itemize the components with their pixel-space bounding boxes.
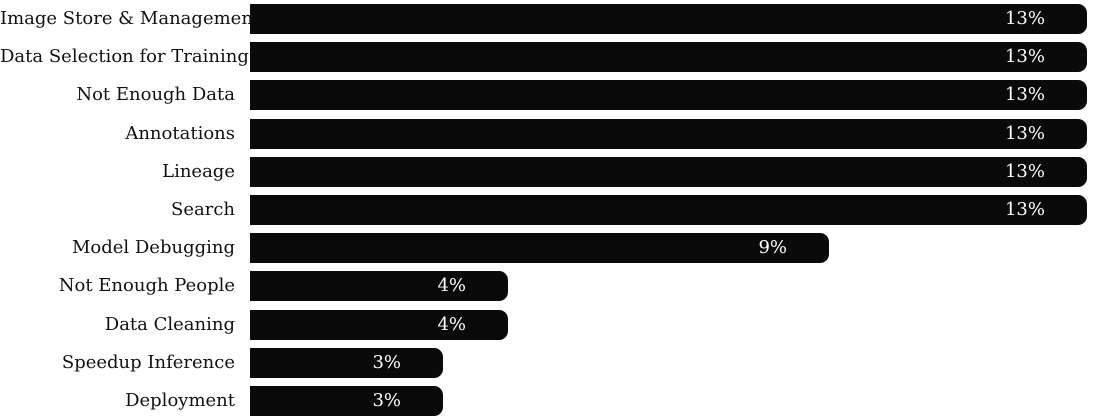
category-label: Not Enough People — [58, 275, 235, 297]
chart-row: Search 13% — [0, 191, 1120, 229]
bar-value-label: 3% — [372, 351, 401, 373]
bar-value-label: 13% — [1004, 160, 1045, 182]
bar: 13% — [250, 156, 1087, 187]
chart-row: Not Enough Data 13% — [0, 76, 1120, 114]
chart-row: Not Enough People 4% — [0, 267, 1120, 305]
bar-track: 13% — [250, 118, 1120, 149]
bar: 3% — [250, 347, 443, 378]
bar-track: 13% — [250, 4, 1120, 35]
bar-value-label: 13% — [1004, 122, 1045, 144]
bar-value-label: 4% — [437, 313, 466, 335]
category-label: Annotations — [125, 122, 235, 144]
category-label: Model Debugging — [71, 237, 235, 259]
bar-track: 13% — [250, 156, 1120, 187]
chart-row: Data Cleaning 4% — [0, 306, 1120, 344]
bar: 3% — [250, 385, 443, 416]
bar: 13% — [250, 195, 1087, 226]
bar-value-label: 13% — [1004, 46, 1045, 68]
bar-value-label: 3% — [372, 389, 401, 411]
bar: 13% — [250, 80, 1087, 111]
chart-row: Data Selection for Training 13% — [0, 38, 1120, 76]
category-label: Search — [171, 199, 235, 221]
category-label: Not Enough Data — [76, 84, 235, 106]
bar: 9% — [250, 233, 829, 264]
category-label: Lineage — [162, 160, 235, 182]
bar-value-label: 13% — [1004, 8, 1045, 30]
bar: 13% — [250, 118, 1087, 149]
chart-row: Lineage 13% — [0, 153, 1120, 191]
category-label: Speedup Inference — [61, 351, 235, 373]
chart-row: Image Store & Management 13% — [0, 0, 1120, 38]
bar-track: 13% — [250, 195, 1120, 226]
bar-value-label: 4% — [437, 275, 466, 297]
bar-track: 9% — [250, 233, 1120, 264]
bar-track: 3% — [250, 385, 1120, 416]
bar-value-label: 13% — [1004, 84, 1045, 106]
bar: 4% — [250, 271, 508, 302]
bar-track: 13% — [250, 80, 1120, 111]
bar-track: 3% — [250, 347, 1120, 378]
category-label: Deployment — [125, 389, 235, 411]
category-label: Image Store & Management — [0, 8, 261, 30]
bar: 13% — [250, 42, 1087, 73]
bar-track: 4% — [250, 309, 1120, 340]
category-label: Data Selection for Training — [0, 46, 249, 68]
bar-track: 13% — [250, 42, 1120, 73]
bar: 13% — [250, 4, 1087, 35]
chart-row: Model Debugging 9% — [0, 229, 1120, 267]
bar-value-label: 9% — [758, 237, 787, 259]
chart-row: Deployment 3% — [0, 382, 1120, 420]
chart-row: Annotations 13% — [0, 115, 1120, 153]
category-label: Data Cleaning — [104, 313, 235, 335]
chart-row: Speedup Inference 3% — [0, 344, 1120, 382]
bar: 4% — [250, 309, 508, 340]
bar-value-label: 13% — [1004, 199, 1045, 221]
bar-track: 4% — [250, 271, 1120, 302]
